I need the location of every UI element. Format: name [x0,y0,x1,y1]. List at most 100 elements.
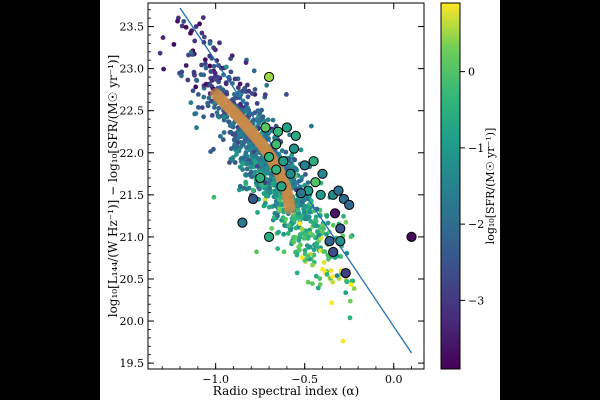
y-tick-label: 23.5 [120,21,145,34]
cloud-point [188,49,194,55]
cloud-point [232,91,237,97]
cloud-point [303,172,308,177]
cloud-point [240,88,245,94]
cloud-point [270,117,276,123]
cloud-point [211,45,217,51]
cloud-point [203,65,209,71]
cloud-point [286,223,292,228]
cloud-point [245,82,250,88]
cloud-point [265,117,271,123]
cloud-point [188,30,193,36]
cloud-point [254,101,260,106]
cloud-point [314,242,320,248]
cloud-point [280,215,286,221]
cloud-point [274,201,280,207]
cloud-point [238,130,244,135]
cloud-point [217,40,222,46]
highlighted-point [308,156,319,167]
colorbar-tick-label: −1 [468,142,484,155]
cloud-point [160,35,166,40]
plot-frame [147,2,425,370]
cloud-point [228,69,234,75]
cloud-point [224,91,230,97]
cloud-point [326,256,331,262]
cloud-point [315,229,320,235]
cloud-point [262,197,268,203]
cloud-point [207,63,213,69]
cloud-point [245,160,251,166]
cloud-point [329,300,335,306]
cloud-point [317,282,323,287]
cloud-point [238,101,243,107]
cloud-point [313,273,319,279]
y-axis: 19.5 20.0 20.5 21.0 21.5 22.0 22.5 23.0 23.5 [120,9,424,370]
highlighted-point [329,208,341,219]
cloud-point [299,255,305,261]
cloud-point [193,84,199,90]
cloud-point [305,279,311,285]
cloud-point [291,239,297,245]
cloud-point [277,208,282,213]
highlighted-point [340,268,351,279]
cloud-point [302,197,307,203]
highlighted-point [271,164,282,175]
highlighted-point [288,143,300,154]
cloud-point [199,62,205,68]
cloud-point [266,204,272,210]
cloud-point [201,94,207,100]
x-tick-label: 0.0 [385,373,403,386]
cloud-point [221,117,227,123]
cloud-point [253,152,258,158]
cloud-point [305,180,311,186]
cloud-point [246,185,252,191]
cloud-point [320,230,326,236]
cloud-point [249,91,255,96]
cloud-point [324,213,330,219]
cloud-point [310,281,315,286]
y-tick-label: 19.5 [120,357,145,370]
cloud-point [227,123,233,128]
cloud-point [227,130,233,135]
cloud-point [313,214,319,220]
cloud-point [232,76,238,82]
highlighted-point [344,199,355,210]
cloud-point [208,69,214,74]
highlighted-point [299,160,310,171]
cloud-point [201,72,207,78]
cloud-point [348,282,354,287]
cloud-point [265,165,271,171]
cloud-point [203,81,209,87]
cloud-point [239,141,245,147]
cloud-point [348,234,354,240]
cloud-point [307,244,313,250]
highlighted-point [278,156,289,167]
cloud-point [233,142,239,148]
cloud-point [212,70,218,76]
cloud-point [343,219,349,225]
cloud-point [218,133,223,139]
x-axis: −1.0 −0.5 0.0 [161,3,412,386]
cloud-point [291,234,296,240]
cloud-point [252,169,258,175]
cloud-point [235,85,241,91]
highlighted-point [264,231,275,242]
cloud-point [228,146,234,152]
highlighted-point [315,189,326,200]
y-tick-label: 21.0 [120,231,145,244]
cloud-point [231,137,237,142]
cloud-point [181,19,187,24]
cloud-point [183,63,189,68]
highlighted-point [296,188,307,199]
cloud-point [283,149,289,155]
fit-line [179,7,413,354]
cloud-point [261,168,266,173]
cloud-point [220,137,226,143]
highlighted-point [285,168,296,179]
cloud-point [226,119,232,125]
highlighted-point [310,177,321,188]
colorbar [440,2,461,370]
y-tick-label: 21.5 [120,189,145,202]
cloud-point [199,30,205,36]
